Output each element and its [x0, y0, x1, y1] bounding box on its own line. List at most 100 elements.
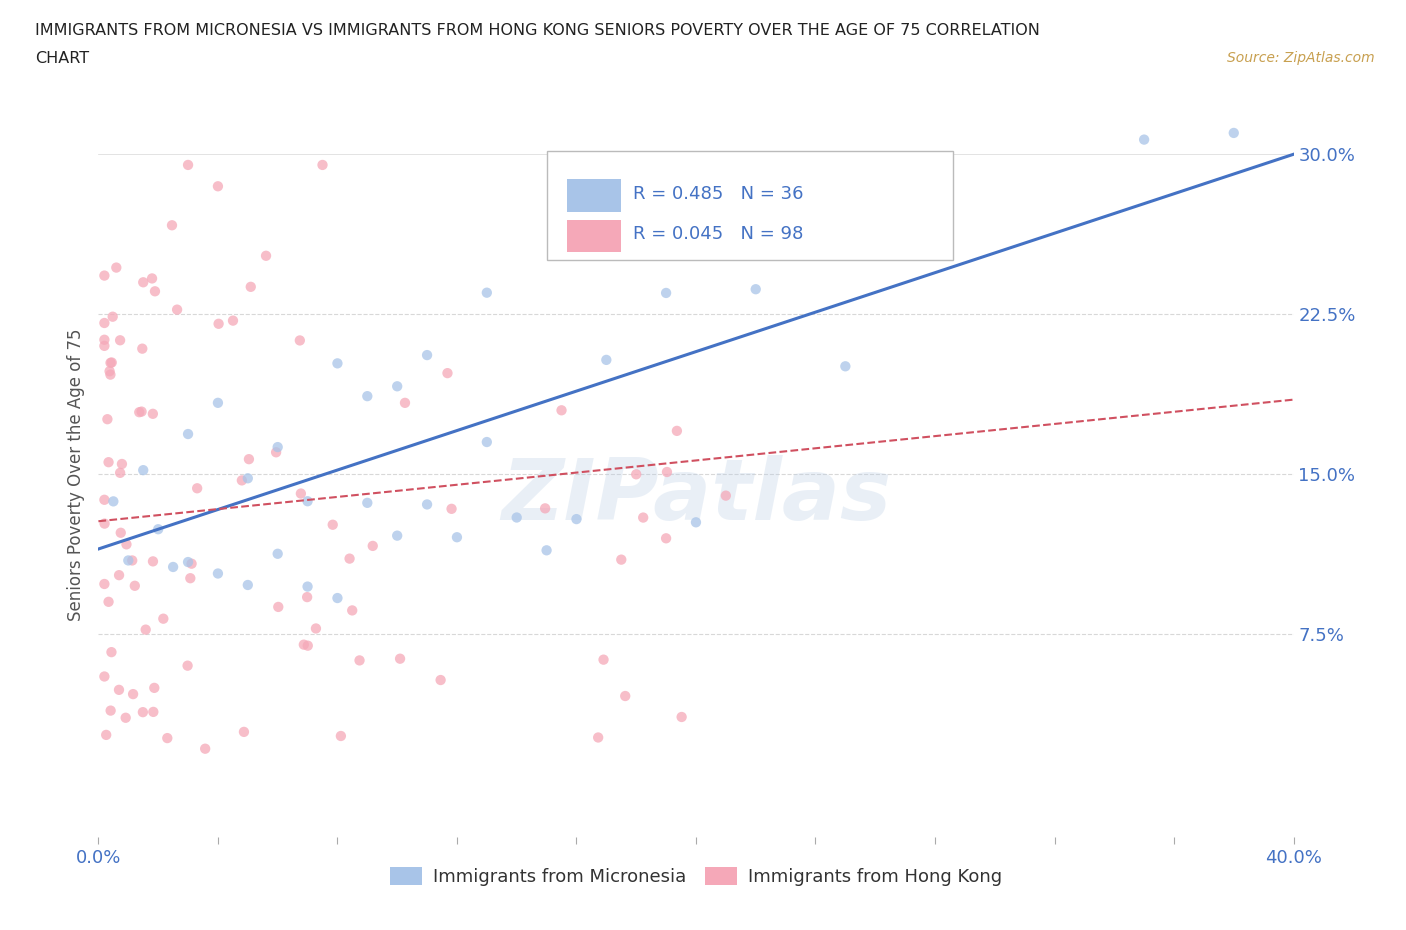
Point [108, 683, 131, 698]
Point [1133, 132, 1156, 147]
Y-axis label: Seniors Poverty Over the Age of 75: Seniors Poverty Over the Age of 75 [66, 328, 84, 620]
Point [101, 310, 124, 325]
Point [254, 248, 277, 263]
Point [108, 333, 131, 348]
Point [475, 434, 498, 449]
Point [96, 727, 118, 742]
Point [100, 644, 122, 659]
Point [143, 681, 166, 696]
Point [592, 652, 614, 667]
Point [207, 566, 229, 581]
Point [297, 494, 319, 509]
Point [416, 497, 439, 512]
Point [141, 271, 163, 286]
Point [93, 339, 115, 353]
Point [93, 332, 115, 347]
Point [186, 481, 208, 496]
Point [389, 651, 412, 666]
Point [385, 379, 409, 393]
Point [394, 395, 416, 410]
Point [121, 553, 143, 568]
Point [339, 551, 361, 566]
Point [239, 279, 262, 294]
Point [305, 621, 328, 636]
Point [122, 686, 145, 701]
Point [326, 591, 349, 605]
Point [100, 355, 122, 370]
Point [446, 530, 468, 545]
Point [194, 741, 217, 756]
Point [176, 658, 198, 673]
Point [349, 653, 371, 668]
Point [93, 492, 115, 507]
Point [207, 395, 229, 410]
Point [142, 406, 165, 421]
Point [110, 525, 132, 540]
Point [236, 578, 259, 592]
Point [924, 244, 946, 259]
Point [671, 710, 693, 724]
Point [714, 488, 737, 503]
FancyBboxPatch shape [547, 152, 953, 260]
Text: Source: ZipAtlas.com: Source: ZipAtlas.com [1227, 51, 1375, 65]
Point [93, 516, 115, 531]
Point [177, 554, 200, 569]
Point [356, 496, 378, 511]
Point [177, 427, 200, 442]
Point [550, 403, 572, 418]
Point [264, 445, 287, 459]
Point [385, 528, 409, 543]
Point [97, 455, 120, 470]
Point [655, 286, 678, 300]
Point [132, 275, 155, 290]
Point [238, 452, 260, 467]
Point [103, 494, 125, 509]
Bar [567, 219, 620, 252]
Point [342, 603, 364, 618]
Point [614, 688, 637, 703]
Point [295, 590, 318, 604]
Point [156, 731, 179, 746]
Point [152, 611, 174, 626]
Point [311, 157, 333, 172]
Point [665, 423, 688, 438]
Text: ZIPatlas: ZIPatlas [501, 455, 891, 538]
Point [100, 367, 122, 382]
Point [180, 556, 202, 571]
Point [536, 543, 558, 558]
Point [745, 282, 768, 297]
Point [288, 333, 311, 348]
Point [290, 486, 312, 501]
Point [93, 268, 115, 283]
Point [111, 457, 134, 472]
Point [177, 157, 200, 172]
Point [100, 703, 122, 718]
Point [93, 669, 115, 684]
Point [160, 218, 183, 232]
Point [105, 260, 128, 275]
Point [626, 467, 648, 482]
Point [131, 341, 153, 356]
Point [124, 578, 146, 593]
Point [292, 637, 315, 652]
Point [222, 313, 245, 328]
Point [108, 567, 131, 582]
Point [207, 316, 229, 331]
Legend: Immigrants from Micronesia, Immigrants from Hong Kong: Immigrants from Micronesia, Immigrants f… [382, 859, 1010, 893]
Point [128, 405, 150, 419]
Point [108, 465, 131, 480]
Point [100, 355, 122, 370]
Point [166, 302, 188, 317]
Point [142, 704, 165, 719]
Point [429, 672, 451, 687]
Bar [567, 179, 620, 212]
Point [143, 284, 166, 299]
Point [132, 463, 155, 478]
Point [655, 531, 678, 546]
Point [267, 600, 290, 615]
Point [326, 356, 349, 371]
Point [132, 705, 155, 720]
Point [98, 364, 121, 379]
Point [685, 515, 707, 530]
Point [610, 552, 633, 567]
